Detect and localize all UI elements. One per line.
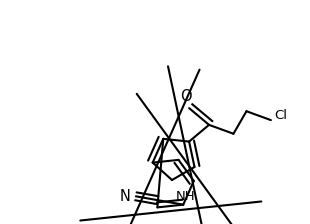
Text: N: N (120, 189, 131, 204)
Text: NH: NH (176, 190, 196, 203)
Text: O: O (180, 89, 192, 104)
Text: Cl: Cl (274, 109, 287, 122)
